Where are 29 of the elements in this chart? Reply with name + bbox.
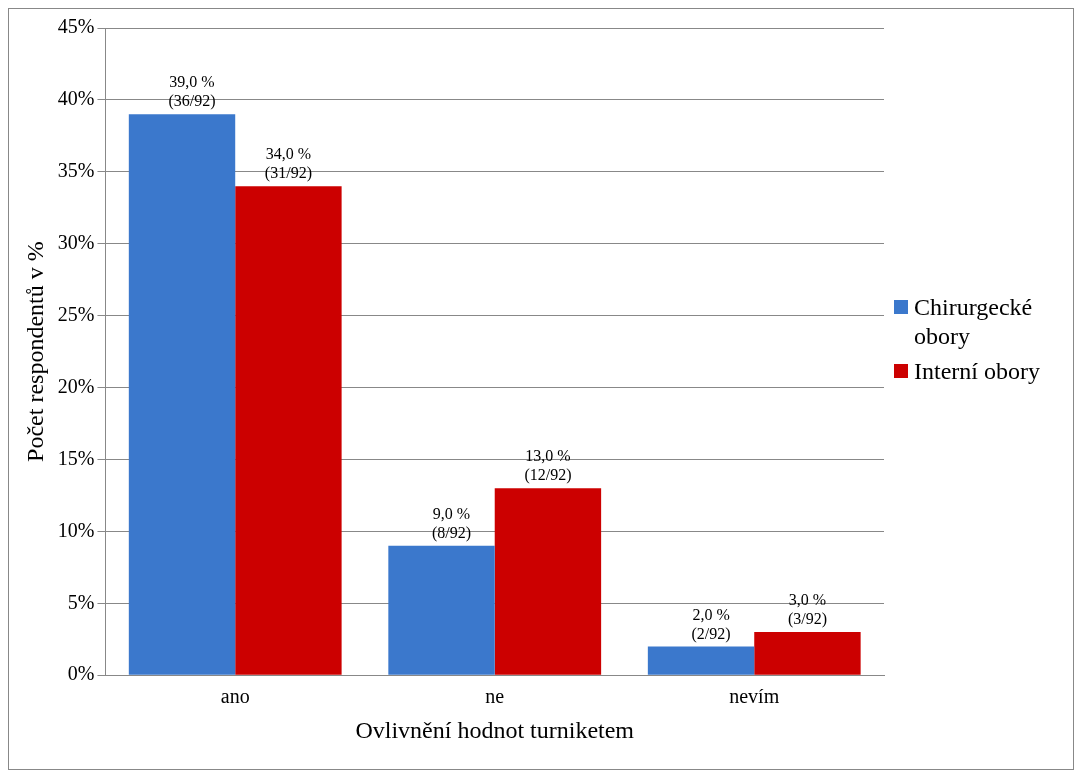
- y-tick-label: 45%: [57, 15, 95, 38]
- bar: [235, 186, 342, 675]
- y-tick-label: 35%: [57, 159, 95, 182]
- legend-label: Interní obory: [914, 357, 1041, 386]
- y-tick-label: 5%: [67, 590, 95, 613]
- y-axis-title: Počet respondentů v %: [21, 241, 48, 462]
- x-tick-label: ano: [220, 685, 250, 708]
- bar: [754, 632, 861, 675]
- x-axis-title: Ovlivnění hodnot turniketem: [355, 716, 635, 743]
- bar: [128, 114, 236, 675]
- data-label: 9,0 % (8/92): [431, 504, 472, 542]
- y-tick-label: 30%: [57, 230, 95, 253]
- legend-label: Chirurgecké obory: [914, 293, 1034, 351]
- y-tick-label: 25%: [57, 302, 95, 325]
- y-tick-label: 40%: [57, 87, 95, 110]
- data-label: 2,0 % (2/92): [691, 605, 731, 643]
- bar: [494, 488, 602, 675]
- data-label: 13,0 % (12/92): [524, 447, 572, 485]
- y-tick-label: 15%: [57, 446, 95, 469]
- data-label: 39,0 % (36/92): [168, 73, 216, 111]
- data-label: 34,0 % (31/92): [264, 145, 312, 183]
- bar: [388, 545, 495, 675]
- data-label: 3,0 % (3/92): [787, 591, 827, 629]
- y-tick-label: 10%: [57, 518, 95, 541]
- x-tick-label: nevím: [729, 685, 780, 708]
- y-tick-label: 20%: [57, 374, 95, 397]
- x-tick-label: ne: [485, 685, 505, 708]
- y-tick-label: 0%: [67, 662, 95, 685]
- bar: [647, 646, 755, 675]
